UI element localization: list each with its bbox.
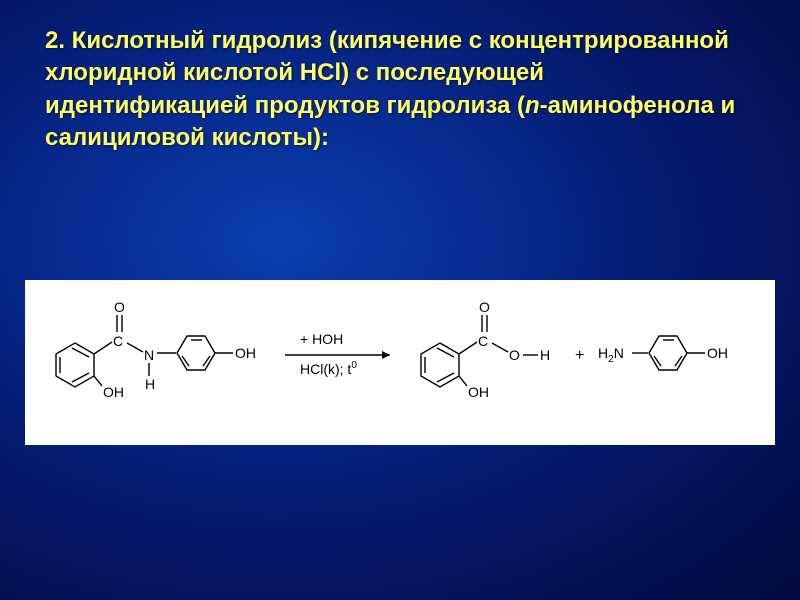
amide-n: N xyxy=(144,347,154,363)
oh-label-1: OH xyxy=(103,384,124,400)
benzene-ring-1 xyxy=(56,343,94,387)
cooh-o: O xyxy=(509,347,520,363)
product-salicylic-acid: OH C O O H xyxy=(421,299,550,400)
svg-text:H2N: H2N xyxy=(598,345,624,365)
slide-title-block: 2. Кислотный гидролиз (кипячение с конце… xyxy=(0,0,800,175)
carbonyl-o-2: O xyxy=(479,299,490,315)
h2n-n: N xyxy=(614,345,624,361)
carbonyl-c-2: C xyxy=(478,333,488,349)
slide-title: 2. Кислотный гидролиз (кипячение с конце… xyxy=(45,25,750,155)
reagent-top: + HOH xyxy=(300,331,343,347)
product-aminophenol: H2N OH xyxy=(598,336,728,370)
amide-nh: H xyxy=(145,376,155,392)
oh-label-4: OH xyxy=(707,345,728,361)
reaction-panel: OH C O N H OH xyxy=(25,280,775,445)
plus-sign: + xyxy=(575,347,584,364)
benzene-ring-3 xyxy=(421,343,459,387)
h2n-h: H xyxy=(598,345,608,361)
benzene-ring-2 xyxy=(177,336,215,370)
reaction-arrow-group: + HOH HCl(k); t0 xyxy=(285,331,390,377)
reagent-bottom-sup: 0 xyxy=(351,360,357,371)
svg-text:HCl(k); t0: HCl(k); t0 xyxy=(300,360,357,377)
cooh-h: H xyxy=(540,347,550,363)
reactant-molecule: OH C O N H OH xyxy=(56,299,256,400)
carbonyl-o-1: O xyxy=(114,299,125,315)
title-italic-n: n xyxy=(525,92,540,119)
reaction-svg: OH C O N H OH xyxy=(40,290,760,435)
carbonyl-c-1: C xyxy=(113,333,123,349)
benzene-ring-4 xyxy=(649,336,687,370)
oh-label-3: OH xyxy=(468,384,489,400)
reagent-bottom: HCl(k); t xyxy=(300,361,351,377)
oh-label-2: OH xyxy=(235,345,256,361)
